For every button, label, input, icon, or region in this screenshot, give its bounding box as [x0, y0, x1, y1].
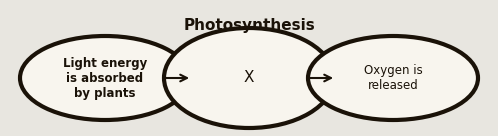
Text: Light energy
is absorbed
by plants: Light energy is absorbed by plants [63, 56, 147, 100]
Text: X: X [244, 70, 254, 86]
Text: Photosynthesis: Photosynthesis [183, 18, 315, 33]
Ellipse shape [20, 36, 190, 120]
Ellipse shape [164, 28, 334, 128]
Ellipse shape [308, 36, 478, 120]
Text: Oxygen is
released: Oxygen is released [364, 64, 422, 92]
